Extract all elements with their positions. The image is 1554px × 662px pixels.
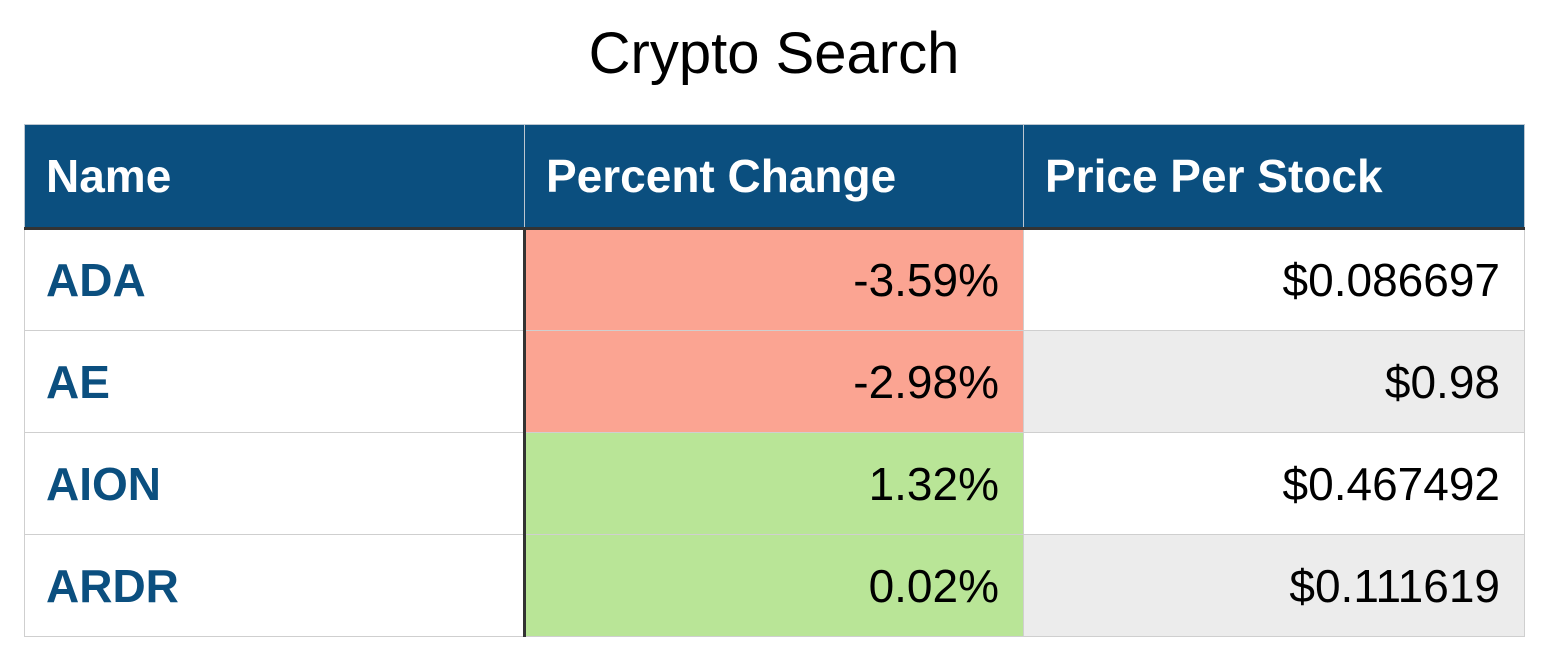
table-body: ADA -3.59% $0.086697 AE -2.98% $0.98 AIO…: [24, 227, 1525, 637]
table-row[interactable]: ADA -3.59% $0.086697: [24, 227, 1525, 331]
crypto-name[interactable]: ARDR: [24, 534, 526, 637]
price-cell: $0.467492: [1023, 432, 1525, 535]
percent-change-cell: -3.59%: [524, 227, 1024, 331]
crypto-name[interactable]: ADA: [24, 227, 526, 331]
header-row: Name Percent Change Price Per Stock: [24, 124, 1525, 229]
column-header-price-per-stock[interactable]: Price Per Stock: [1023, 124, 1525, 229]
crypto-name[interactable]: AION: [24, 432, 526, 535]
column-header-name[interactable]: Name: [24, 124, 525, 229]
table-header: Name Percent Change Price Per Stock: [24, 124, 1525, 229]
price-cell: $0.111619: [1023, 534, 1525, 637]
percent-change-cell: 0.02%: [524, 534, 1024, 637]
percent-change-cell: 1.32%: [524, 432, 1024, 535]
crypto-name[interactable]: AE: [24, 330, 526, 433]
table-row[interactable]: AE -2.98% $0.98: [24, 330, 1525, 433]
crypto-table: Name Percent Change Price Per Stock ADA …: [24, 124, 1525, 637]
page-title: Crypto Search: [588, 21, 960, 86]
table-row[interactable]: AION 1.32% $0.467492: [24, 432, 1525, 535]
column-header-percent-change[interactable]: Percent Change: [524, 124, 1024, 229]
percent-change-cell: -2.98%: [524, 330, 1024, 433]
table-row[interactable]: ARDR 0.02% $0.111619: [24, 534, 1525, 637]
price-cell: $0.98: [1023, 330, 1525, 433]
price-cell: $0.086697: [1023, 227, 1525, 331]
